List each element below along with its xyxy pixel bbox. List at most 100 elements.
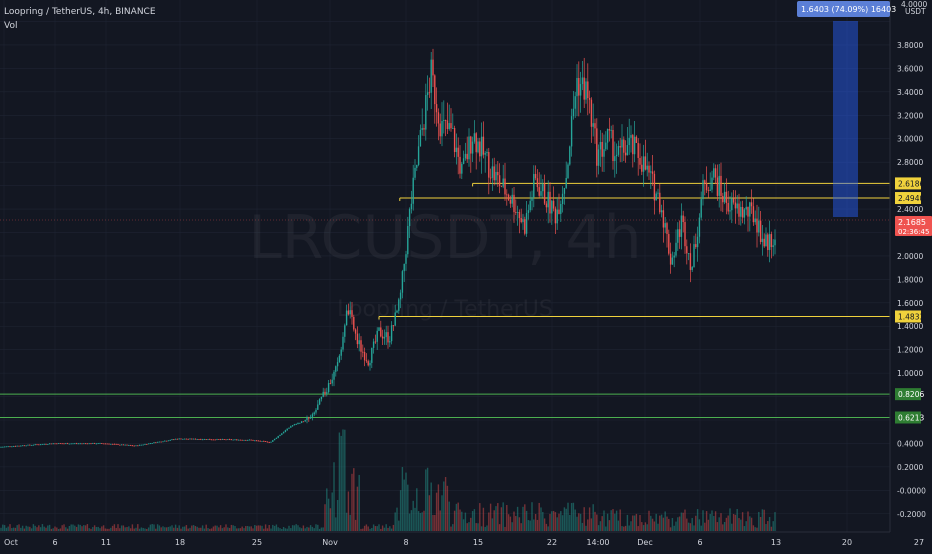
candle-body [104,443,107,445]
time-axis-bg[interactable] [0,532,932,550]
volume-bar [124,527,126,531]
volume-bar [205,524,207,531]
volume-bar [25,525,27,531]
volume-bar [493,510,495,531]
candle-body [248,439,251,441]
candle-body [353,316,355,330]
volume-bar [79,524,81,531]
volume-bar [660,514,663,531]
price-axis-bg[interactable] [890,0,932,532]
volume-bar [318,528,321,531]
volume-bar [668,518,670,531]
volume-bar [149,524,152,531]
volume-bar [212,526,215,531]
candle-body [255,440,258,442]
volume-bar [167,526,170,531]
volume-bar [475,523,477,531]
candle-body [547,191,549,208]
volume-bar [174,524,177,531]
volume-bar [173,527,175,531]
candle-body [722,195,724,203]
horizontal-levels[interactable] [0,182,890,419]
volume-bar [299,527,301,531]
candle-body [381,336,384,339]
candle-body [664,223,666,228]
candle-body [740,206,742,217]
measure-box[interactable] [833,21,858,217]
candle-body [144,444,146,445]
volume-bar [38,525,40,531]
volume-bar [250,526,252,531]
volume-bar [77,524,80,531]
volume-bar [741,512,744,531]
volume-bar [700,525,702,531]
volume-bar [0,527,2,531]
candle-body [623,139,625,153]
level-label-bg [895,388,921,401]
volume-bar [365,524,368,531]
candle-body [716,177,719,196]
volume-bar [423,510,425,531]
candle-body [709,189,711,191]
candle-body [20,445,22,447]
candle-body [750,202,753,207]
candle-body [731,198,733,211]
candle-body [333,371,335,380]
current-price-label: 2.1685 02:36:45 [895,216,932,236]
volume-bar [101,526,103,531]
volume-bar [333,462,335,531]
volume-bar [516,506,519,531]
candle-body [201,439,204,441]
volume-bar [765,524,767,531]
time-tick-label: 18 [175,538,185,547]
volume-bar [335,517,337,531]
volume-bar [596,514,598,531]
volume-bar [630,521,632,531]
candle-body [354,329,357,334]
candle-body [522,219,524,223]
candle-body [459,156,461,174]
volume-bar [389,526,391,531]
candle-body [669,253,672,265]
volume-bar [597,525,600,531]
volume-bar [687,522,690,531]
volume-bar [511,522,513,531]
candle-body [216,439,218,440]
candle-body [36,444,38,446]
candle-body [66,443,69,445]
volume-bar [583,507,585,531]
volume-bar [736,509,738,531]
candle-body [264,441,267,442]
candle-body [230,439,233,441]
candle-body [221,439,224,440]
candle-body [45,443,47,445]
volume-bar [70,524,72,531]
candle-body [655,193,657,201]
candle-body [695,244,697,248]
volume-bar [689,523,692,531]
candle-body [585,81,587,100]
volume-bar [621,526,623,531]
candle-body [160,441,162,443]
candle-body [434,75,436,105]
candle-body [635,136,638,144]
volume-bar [88,528,90,531]
candle-body [569,146,571,165]
volume-bar [360,528,362,531]
candle-body [162,441,164,443]
candle-body [416,164,418,168]
volume-bar [639,515,641,531]
candle-body [313,412,315,415]
volume-bar [641,522,643,531]
volume-bar [257,525,260,531]
candle-body [126,444,128,446]
candle-body [178,438,180,440]
volume-bar [369,528,371,531]
volume-bar [405,472,407,531]
candle-body [596,128,598,166]
volume-bar [437,484,440,531]
price-tick-label: 1.4000 [897,322,923,331]
candle-body [228,439,231,441]
volume-bar [288,525,290,531]
